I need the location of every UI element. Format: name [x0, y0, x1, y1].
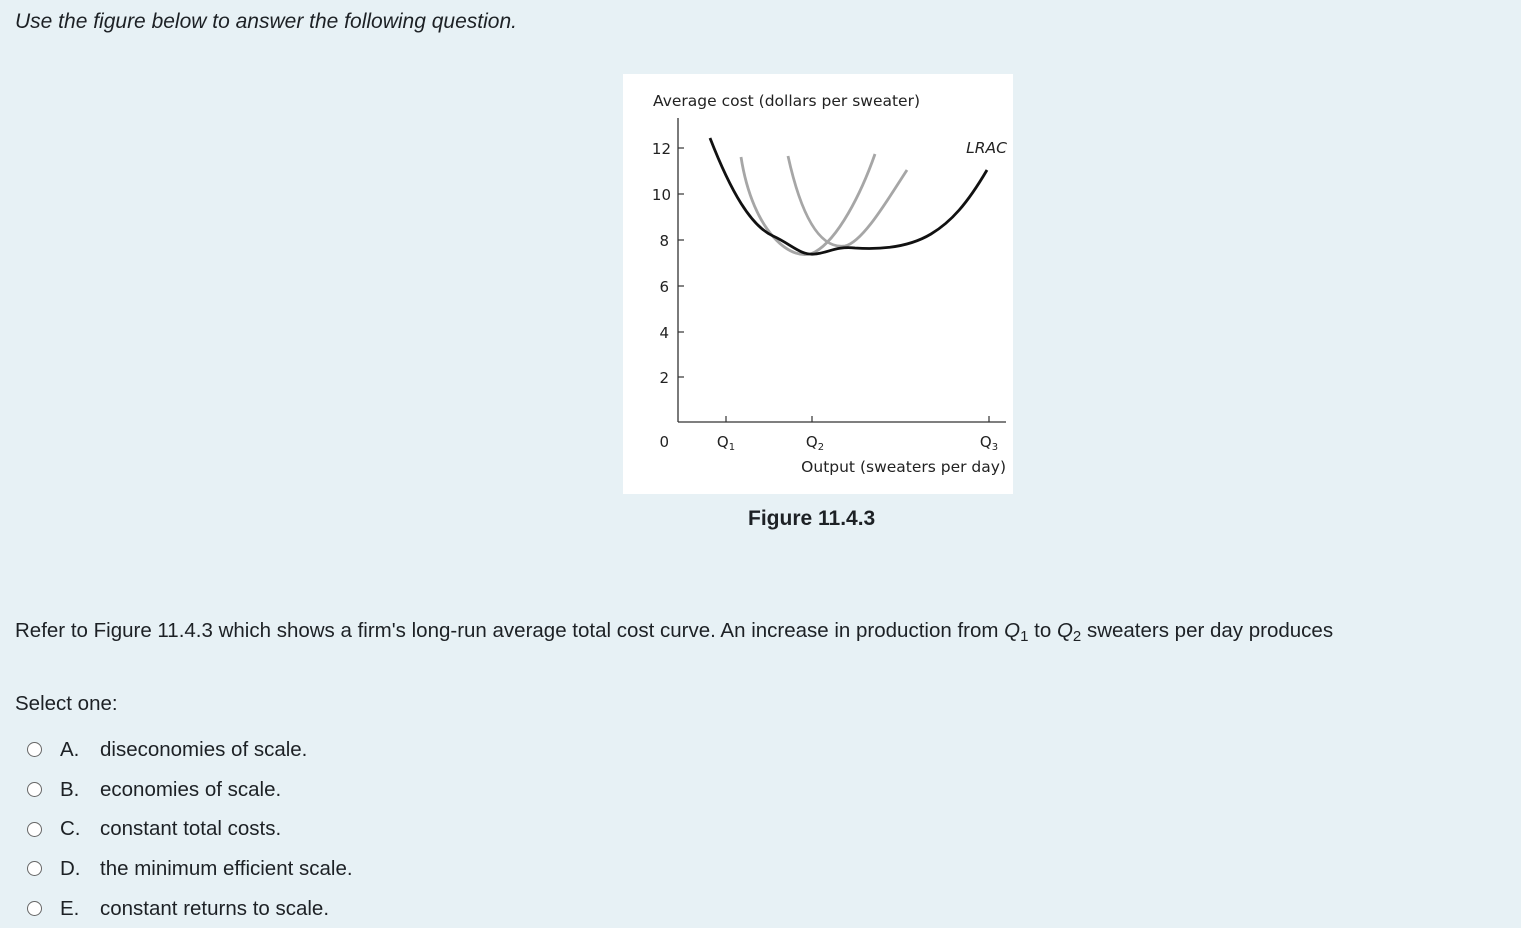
option-letter: B. [60, 777, 80, 801]
option-letter: C. [60, 817, 81, 841]
option-text: constant returns to scale. [100, 896, 330, 920]
option-text: diseconomies of scale. [100, 737, 308, 761]
x-axis-label: Output (sweaters per day) [801, 458, 1006, 476]
question-text: Refer to Figure 11.4.3 which shows a fir… [15, 619, 1333, 645]
radio-button-d[interactable] [27, 861, 42, 877]
option-b[interactable]: B. economies of scale. [27, 770, 353, 810]
option-e[interactable]: E. constant returns to scale. [27, 889, 353, 928]
option-text: constant total costs. [100, 817, 282, 841]
figure-image: Average cost (dollars per sweater) 12 10… [623, 74, 1013, 494]
figure-caption: Figure 11.4.3 [748, 507, 876, 530]
radio-button-e[interactable] [27, 901, 42, 917]
y-tick-label: 12 [652, 140, 671, 158]
x-tick-label-q2: Q2 [806, 433, 824, 453]
x-tick-label-q1: Q1 [717, 433, 735, 453]
q2-var: Q [1056, 619, 1073, 642]
q2-sub: 2 [1072, 628, 1082, 645]
y-tick-label: 8 [659, 232, 669, 250]
option-text: the minimum efficient scale. [100, 856, 353, 880]
y-tick-label: 6 [659, 278, 669, 296]
option-d[interactable]: D. the minimum efficient scale. [27, 849, 353, 889]
lrac-curve [708, 137, 989, 256]
radio-button-a[interactable] [27, 742, 42, 758]
select-one-label: Select one: [15, 692, 118, 715]
question-mid: to [1028, 619, 1057, 642]
instruction-text: Use the figure below to answer the follo… [15, 10, 517, 33]
option-letter: A. [60, 737, 80, 761]
option-a[interactable]: A. diseconomies of scale. [27, 730, 353, 770]
short-run-curve-1 [739, 153, 877, 256]
radio-button-c[interactable] [27, 821, 42, 837]
x-tick-label-q3: Q3 [980, 433, 998, 453]
question-post: sweaters per day produces [1081, 619, 1334, 642]
y-axis-label: Average cost (dollars per sweater) [653, 92, 920, 110]
option-c[interactable]: C. constant total costs. [27, 809, 353, 849]
question-pre: Refer to Figure 11.4.3 which shows a fir… [15, 619, 1005, 642]
short-run-curve-2 [786, 155, 909, 248]
q1-sub: 1 [1020, 628, 1029, 645]
q1-var: Q [1004, 619, 1021, 642]
lrac-label: LRAC [966, 139, 1007, 157]
origin-label: 0 [659, 433, 669, 451]
y-tick-label: 10 [652, 186, 671, 204]
y-tick-label: 2 [659, 369, 669, 387]
lrac-chart: Average cost (dollars per sweater) 12 10… [652, 92, 1007, 476]
option-letter: E. [60, 896, 80, 920]
answer-options: A. diseconomies of scale. B. economies o… [27, 730, 353, 928]
option-text: economies of scale. [100, 777, 282, 801]
y-tick-label: 4 [659, 324, 669, 342]
option-letter: D. [60, 856, 81, 880]
radio-button-b[interactable] [27, 782, 42, 798]
